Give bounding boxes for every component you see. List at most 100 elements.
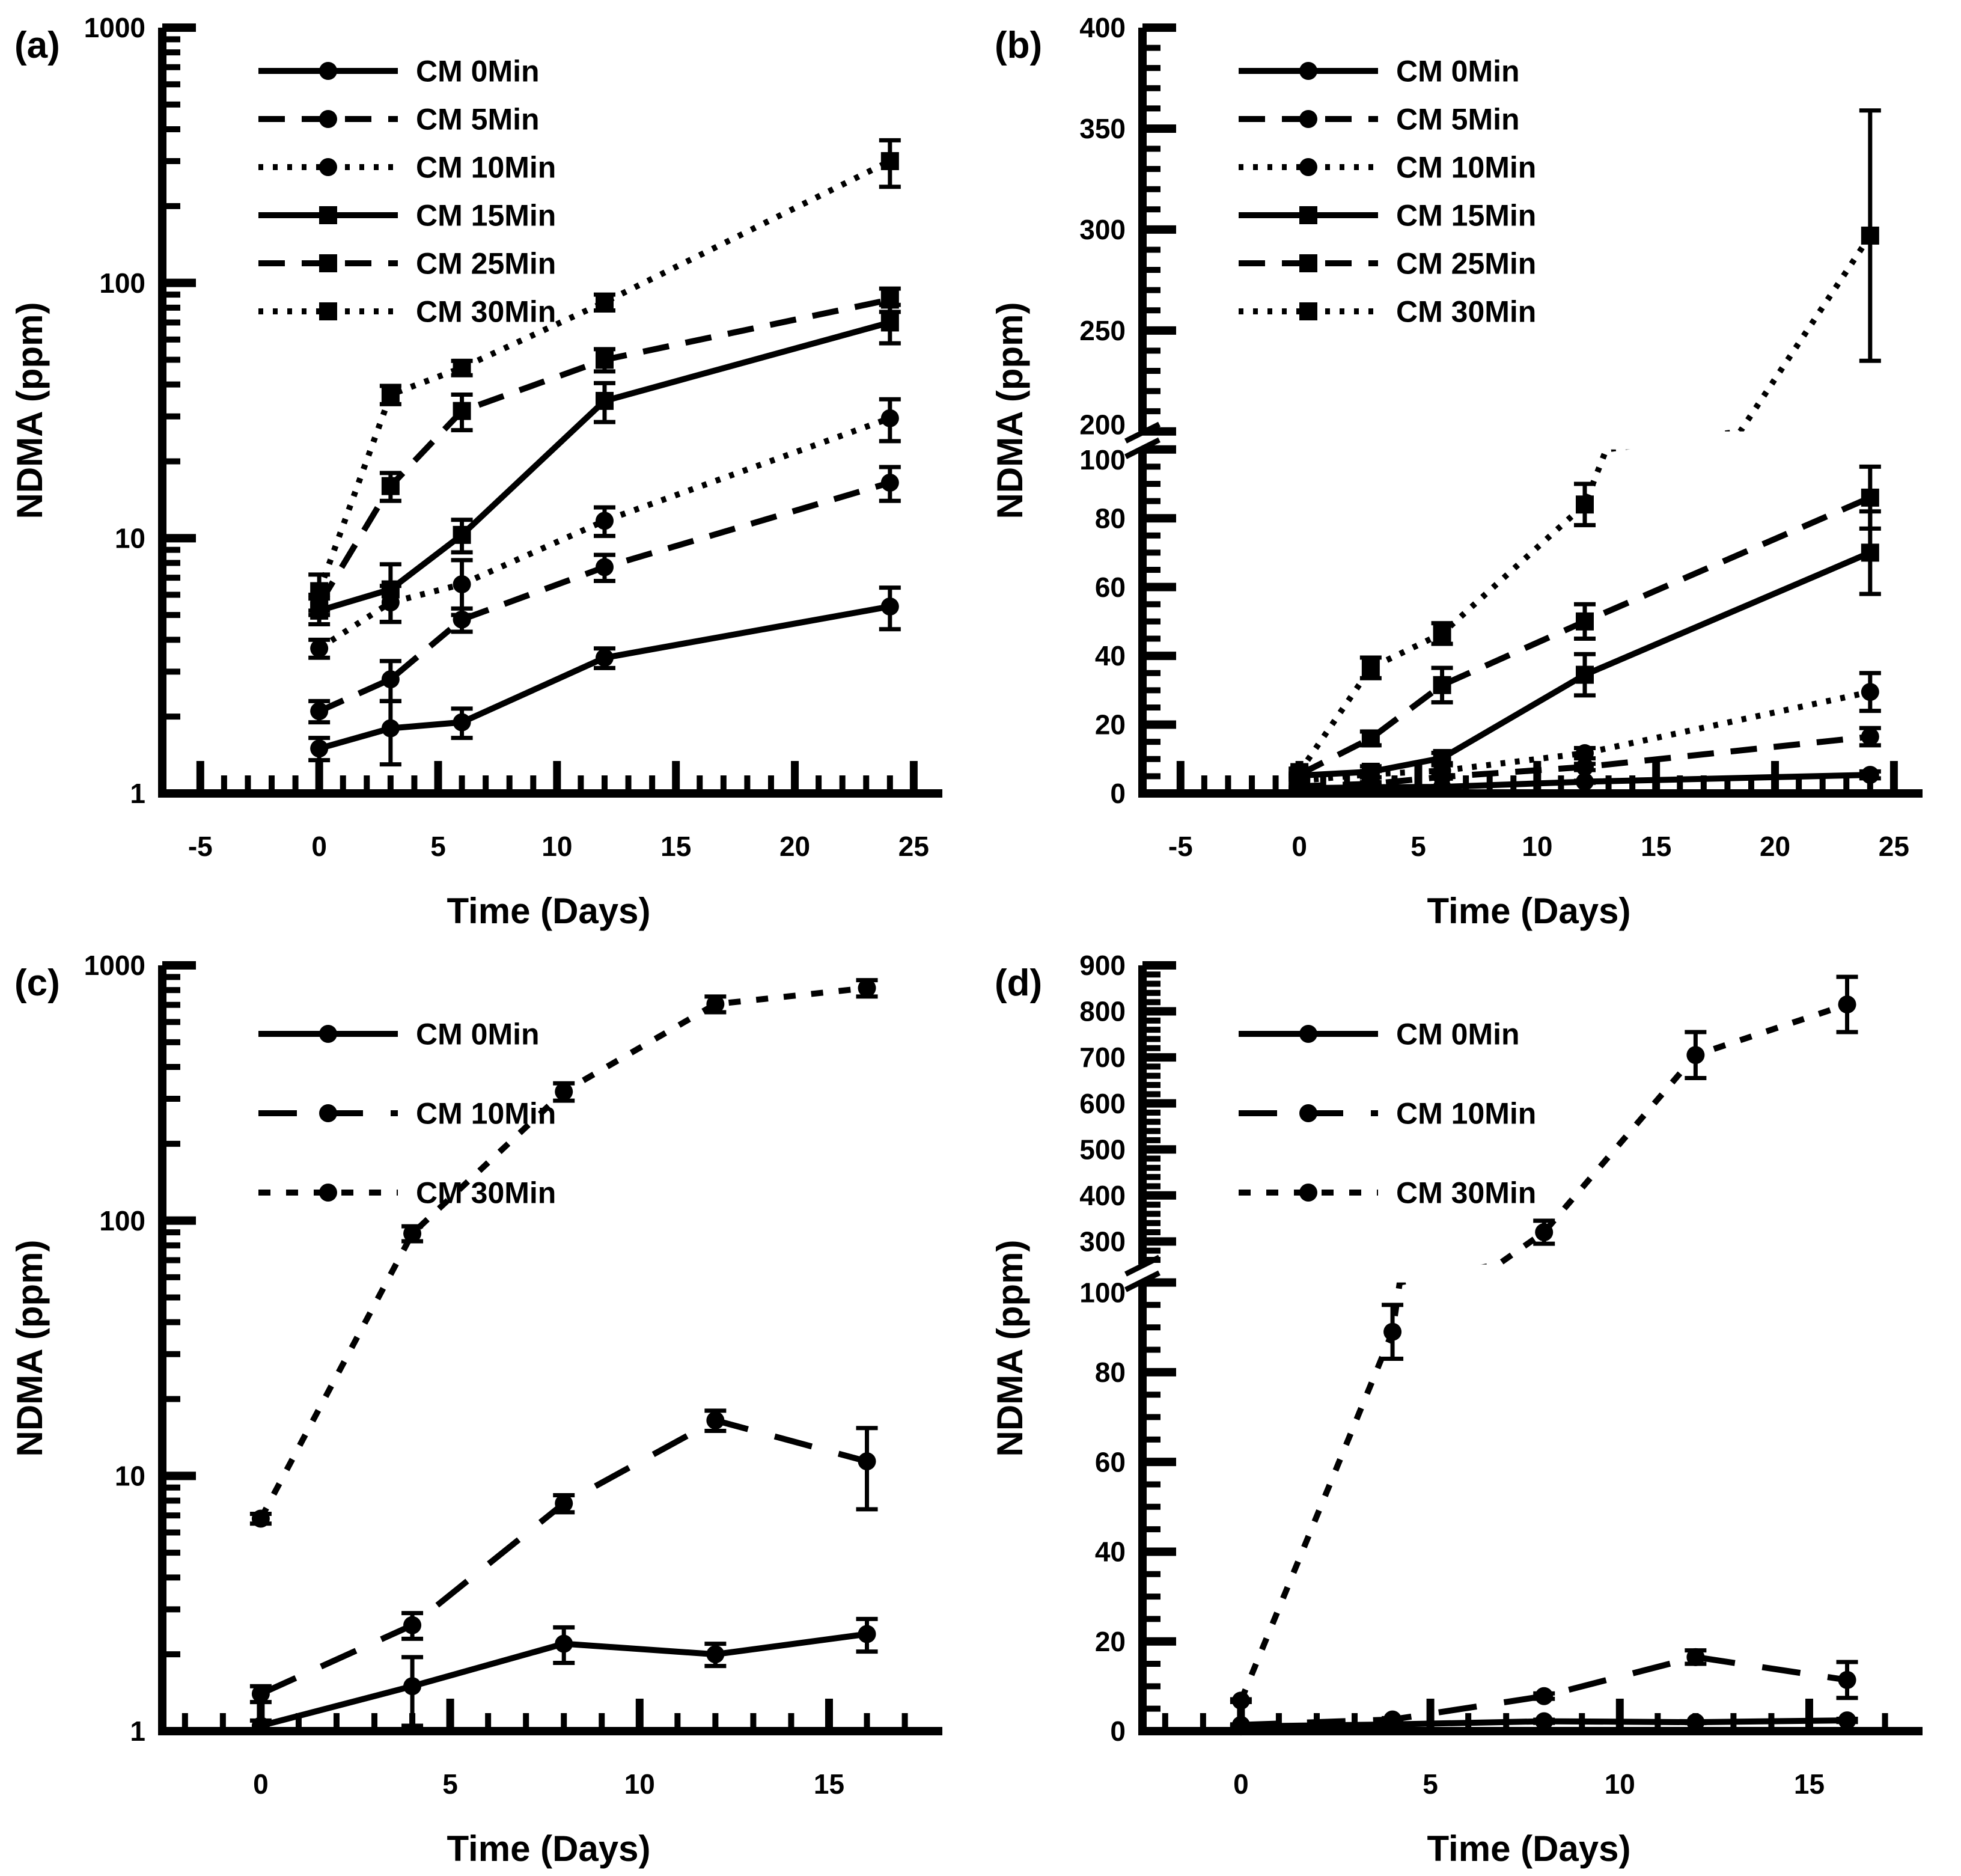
legend-item-cm-5min: CM 5Min (258, 103, 540, 136)
y-axis: 0 20 40 60 80 100 300 400 500 600 700 800 900 (1079, 950, 1176, 1747)
panel-letter: (a) (14, 25, 60, 66)
data-point-marker (310, 739, 329, 758)
series-line (1238, 1001, 1849, 1702)
data-point-marker (858, 1625, 876, 1643)
x-tick-label: 25 (1879, 831, 1909, 862)
series-line (1240, 1654, 1848, 1728)
legend-marker (319, 1104, 337, 1122)
y-tick-label: 100 (1079, 1277, 1126, 1309)
data-point-marker (310, 702, 329, 721)
data-point-marker (1838, 1670, 1856, 1689)
y-tick-label: 200 (1079, 409, 1126, 440)
legend-item-cm-0min: CM 0Min (1239, 55, 1520, 88)
legend-item-cm-30min: CM 30Min (1239, 1176, 1536, 1210)
y-axis: 1 10 100 1000 (84, 950, 196, 1747)
legend-label: CM 30Min (416, 1176, 556, 1210)
legend-marker (1299, 1104, 1317, 1122)
legend-label: CM 5Min (1396, 103, 1520, 136)
x-tick-label: 5 (430, 831, 446, 862)
legend-item-cm-15min: CM 15Min (1239, 199, 1536, 233)
data-point-marker (555, 1494, 573, 1513)
legend-label: CM 0Min (416, 55, 540, 88)
x-axis: 0 5 10 15 Time (Days) (1138, 1699, 1923, 1869)
legend: CM 0Min CM 10Min CM 30Min (258, 1018, 556, 1210)
data-point-marker (595, 512, 614, 530)
data-point-marker (595, 350, 614, 369)
data-point-marker (453, 402, 471, 420)
data-point-marker (1861, 683, 1879, 701)
data-point-marker (595, 391, 614, 410)
y-axis: 1 10 100 1000 (84, 12, 196, 809)
legend-label: CM 0Min (1396, 55, 1520, 88)
data-point-marker (1535, 1223, 1554, 1242)
panel-letter: (b) (995, 25, 1042, 66)
x-axis-title: Time (Days) (1427, 1829, 1630, 1869)
legend-marker (319, 254, 337, 272)
data-point-marker (1861, 226, 1879, 245)
legend-marker (1299, 1184, 1317, 1202)
legend-item-cm-10min: CM 10Min (258, 151, 556, 185)
data-point-marker (1686, 1648, 1705, 1666)
series-cm-30min (249, 978, 878, 1528)
y-tick-label: 1 (130, 1716, 145, 1747)
y-axis-title: NDMA (ppm) (990, 302, 1030, 519)
data-point-marker (1575, 772, 1594, 791)
data-point-marker (381, 670, 400, 689)
legend-item-cm-0min: CM 0Min (258, 55, 540, 88)
data-point-marker (858, 979, 876, 997)
x-axis-title: Time (Days) (447, 1829, 650, 1869)
data-point-marker (251, 1717, 270, 1735)
chart-root: (b) -5 0 5 10 15 20 25 Time (Days) 0 20 40 60 80 100 20… (990, 12, 1923, 931)
x-tick-label: 15 (1794, 1768, 1825, 1800)
data-point-marker (403, 1677, 422, 1696)
data-point-marker (880, 290, 899, 309)
series-cm-0min (249, 1616, 878, 1735)
legend-item-cm-10min: CM 10Min (258, 1097, 556, 1131)
data-point-marker (1231, 1716, 1250, 1734)
data-point-marker (706, 1645, 725, 1664)
data-point-marker (1383, 1710, 1402, 1729)
y-tick-label: 0 (1110, 1716, 1126, 1747)
data-point-marker (1861, 766, 1879, 784)
data-point-marker (381, 477, 400, 495)
legend-marker (319, 110, 337, 128)
panel-c: (c) 0 5 10 15 Time (Days) 1 10 100 1000 NDMA (ppm)… (0, 938, 980, 1876)
data-point-marker (1433, 676, 1451, 694)
y-tick-label: 500 (1079, 1134, 1126, 1165)
legend: CM 0Min CM 10Min CM 30Min (1239, 1018, 1536, 1210)
y-tick-label: 60 (1095, 572, 1126, 603)
data-point-marker (880, 473, 899, 492)
y-tick-label: 300 (1079, 214, 1126, 245)
y-axis: 0 20 40 60 80 100 200 250 300 350 400 (1079, 12, 1176, 809)
data-point-marker (381, 719, 400, 738)
y-tick-label: 1000 (84, 12, 145, 43)
panel-a-chart: (a) -5 0 5 10 15 20 25 Time (Days) 1 10 100 1000 NDMA… (10, 12, 942, 931)
data-point-marker (310, 639, 329, 658)
legend-marker (1299, 62, 1317, 80)
x-tick-label: 0 (311, 831, 327, 862)
y-tick-label: 80 (1095, 503, 1126, 534)
data-point-marker (555, 1083, 573, 1101)
legend: CM 0Min CM 5Min CM 10Min CM 15Min CM 25Min CM… (1239, 55, 1536, 329)
data-point-marker (1535, 1687, 1554, 1705)
data-point-marker (1231, 1691, 1250, 1710)
x-tick-label: 15 (1641, 831, 1671, 862)
data-point-marker (880, 597, 899, 616)
legend-marker (319, 302, 337, 320)
y-tick-label: 600 (1079, 1088, 1126, 1119)
data-point-marker (1575, 495, 1594, 514)
data-point-marker (1575, 744, 1594, 763)
panel-letter: (d) (995, 962, 1042, 1004)
y-tick-label: 1 (130, 778, 145, 809)
data-point-marker (1575, 665, 1594, 684)
series-cm-0min (308, 585, 901, 767)
y-tick-label: 0 (1110, 778, 1126, 809)
data-point-marker (1861, 727, 1879, 746)
legend-item-cm-15min: CM 15Min (258, 199, 556, 233)
y-tick-label: 1000 (84, 950, 145, 981)
data-point-marker (1433, 624, 1451, 643)
series-line (316, 158, 892, 593)
legend-item-cm-30min: CM 30Min (1239, 295, 1536, 329)
x-tick-label: 5 (1423, 1768, 1438, 1800)
